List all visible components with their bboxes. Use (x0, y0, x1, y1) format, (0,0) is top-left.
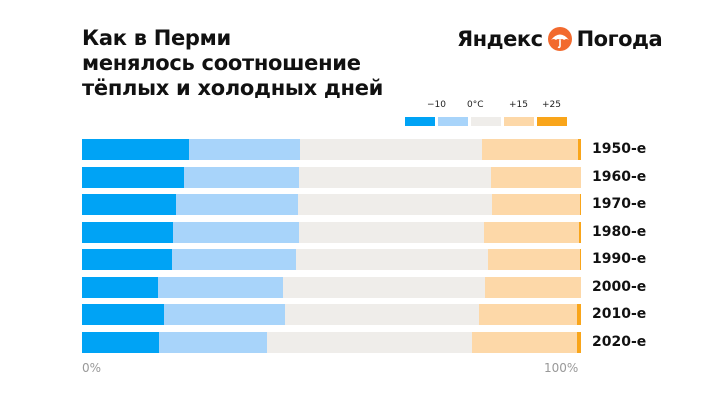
bar-segment (157, 276, 284, 298)
bar-segment (471, 331, 577, 353)
bar-segment (158, 331, 267, 353)
x-tick-label: 100% (544, 361, 579, 375)
legend-swatch (504, 117, 534, 126)
bar-segment (163, 304, 285, 325)
bar-segment (295, 249, 488, 270)
bar-segment (284, 304, 479, 325)
logo-text-left: Яндекс (457, 27, 543, 51)
logo-text-right: Погода (576, 27, 663, 51)
bar-row (82, 304, 581, 325)
chart-title: Как в Перми менялось соотношение тёплых … (82, 26, 383, 101)
legend-swatch (438, 117, 468, 126)
bar-row (82, 221, 581, 243)
title-line: тёплых и холодных дней (82, 76, 384, 100)
bar-segment (82, 139, 189, 160)
bar-segment (82, 194, 176, 215)
bar-segment (481, 139, 578, 160)
bar-segment (478, 304, 577, 325)
bar-segment (298, 166, 491, 188)
bar-segment (299, 221, 485, 243)
yandex-weather-logo: Яндекс Погода (457, 26, 663, 52)
title-line: Как в Перми (82, 26, 231, 50)
category-label: 2020-е (592, 333, 647, 350)
bar-segment (297, 194, 492, 215)
bar-segment (484, 221, 579, 243)
bar-segment (82, 331, 159, 353)
legend-swatch (405, 117, 435, 126)
category-label: 1980-е (592, 223, 647, 240)
x-tick-label: 0% (82, 361, 102, 375)
bar-segment (82, 221, 173, 243)
legend-label: +25 (542, 100, 561, 110)
bar-row (82, 249, 581, 270)
bar-segment (82, 249, 172, 270)
bar-segment (82, 304, 164, 325)
legend-label: +15 (509, 100, 528, 110)
bar-segment (577, 139, 581, 160)
bar-row (82, 166, 581, 188)
bar-segment (579, 249, 581, 270)
legend: −10 0°C +15 +25 (405, 100, 567, 126)
bar-row (82, 331, 581, 353)
bar-segment (491, 194, 581, 215)
bar-segment (82, 166, 184, 188)
legend-label: −10 (427, 100, 446, 110)
bar-segment (175, 194, 298, 215)
bar-row (82, 276, 581, 298)
bar-segment (576, 331, 581, 353)
bar-segment (171, 249, 296, 270)
bar-row (82, 194, 581, 215)
bar-row (82, 139, 581, 160)
bar-segment (578, 221, 581, 243)
category-label: 1990-е (592, 251, 647, 267)
legend-swatch (537, 117, 567, 126)
bar-segment (485, 276, 581, 298)
legend-label: 0°C (467, 100, 484, 110)
category-label: 1950-е (592, 141, 647, 157)
bar-segment (188, 139, 300, 160)
legend-swatch (471, 117, 501, 126)
bar-segment (299, 139, 482, 160)
category-label: 2010-е (592, 306, 647, 322)
bar-segment (183, 166, 299, 188)
title-line: менялось соотношение (82, 51, 361, 75)
bar-segment (82, 276, 158, 298)
category-label: 1970-е (592, 196, 647, 212)
bar-segment (172, 221, 300, 243)
umbrella-icon (547, 27, 572, 51)
bar-segment (487, 249, 580, 270)
bar-segment (266, 331, 472, 353)
bar-segment (576, 304, 581, 325)
category-label: 1960-е (592, 168, 647, 185)
bar-segment (490, 166, 581, 188)
bar-segment (283, 276, 486, 298)
category-label: 2000-е (592, 278, 647, 295)
